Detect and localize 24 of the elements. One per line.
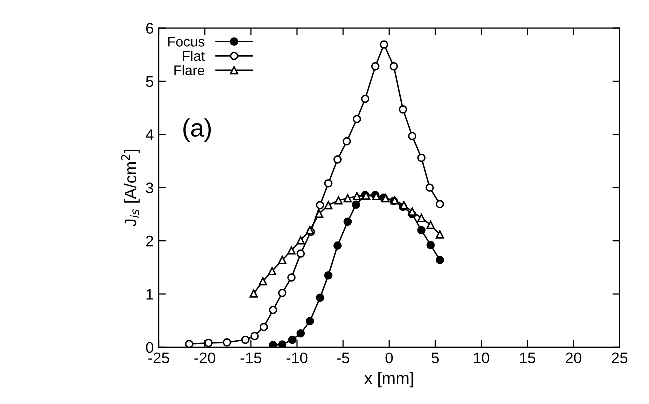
x-tick-label: 5 [432,352,440,364]
x-tick-label: 10 [474,352,490,364]
y-tick-label: 4 [146,130,154,140]
y-tick-label: 5 [146,76,154,88]
legend-label: Flat [183,50,206,62]
x-tick-label: 20 [566,352,582,364]
annotation: (a) [184,118,212,142]
x-tick-label: -20 [194,352,216,364]
y-tick-label: 0 [146,342,154,354]
x-tick-label: -15 [240,352,262,364]
y-axis-title: J$_{is}$ [A/cm$^{2}$] [121,150,140,227]
x-tick-label: 25 [612,352,628,364]
x-tick-label: -25 [148,352,170,364]
x-tick-label: 0 [386,352,394,364]
x-tick-label: -5 [337,352,350,364]
x-axis-title: x [mm] [364,372,414,388]
legend-label: Focus [168,37,205,47]
x-tick-label: 15 [520,352,536,364]
legend-label: Flare [174,65,205,76]
y-tick-label: 1 [146,289,154,300]
x-tick-label: -10 [286,352,308,364]
y-tick-label: 3 [146,182,154,194]
y-tick-label: 2 [146,236,154,247]
y-tick-label: 6 [146,23,154,34]
